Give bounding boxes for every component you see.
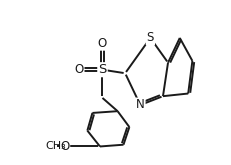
Text: N: N xyxy=(136,99,145,112)
Text: S: S xyxy=(98,63,107,76)
Text: O: O xyxy=(98,37,107,50)
Text: S: S xyxy=(147,32,154,44)
Text: O: O xyxy=(60,140,69,153)
Text: O: O xyxy=(74,63,84,76)
Text: CH₃: CH₃ xyxy=(46,141,66,151)
